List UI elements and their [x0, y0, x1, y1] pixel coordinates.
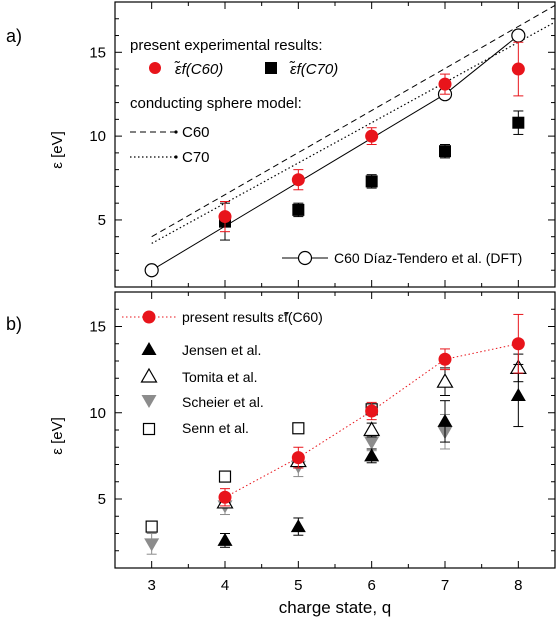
- legend-dft-marker: [297, 250, 313, 266]
- c70-marker: [292, 203, 305, 216]
- panel-b-ytick-label: 10: [89, 405, 106, 422]
- tomita-marker: [363, 421, 381, 437]
- legend-header-experimental: present experimental results:: [130, 37, 323, 54]
- legend-tomita-label: Tomita et al.: [182, 369, 257, 385]
- tomita-points: [216, 353, 527, 509]
- panel-b-ticks: 3 4 5 6 7 8 5 10 15: [89, 291, 556, 594]
- tomita-marker: [436, 372, 454, 388]
- panel-a-ylabel: ε [eV]: [49, 131, 66, 169]
- present-results-marker: [291, 451, 305, 465]
- senn-points: [145, 403, 378, 533]
- legend-header-model: conducting sphere model:: [130, 95, 302, 112]
- panel-b-ylabel: ε [eV]: [49, 417, 66, 455]
- panel-b-xtick-label: 6: [367, 577, 375, 594]
- panel-b-legend: present results ε̃f(C60) Jensen et al. T…: [122, 309, 323, 436]
- scheier-marker: [144, 538, 160, 552]
- panel-b-frame: [114, 291, 556, 569]
- c60-marker: [438, 77, 452, 91]
- legend-c70-label: ε̃f(C70): [289, 61, 339, 78]
- legend-c70-marker: [265, 62, 277, 74]
- model-c60-dashed-line: [151, 4, 555, 238]
- panel-b-xtick-label: 8: [514, 577, 522, 594]
- c70-marker: [512, 116, 525, 129]
- legend-scheier-marker: [141, 395, 157, 408]
- panel-a-ytick-label: 10: [89, 128, 106, 145]
- jensen-marker: [364, 448, 380, 462]
- model-c70-dotted-line: [151, 21, 555, 244]
- panel-b-xtick-label: 4: [221, 577, 229, 594]
- legend-jensen-label: Jensen et al.: [182, 342, 261, 358]
- panel-a-ytick-label: 5: [98, 212, 106, 229]
- c70-marker: [365, 175, 378, 188]
- panel-b-ytick-label: 15: [89, 319, 106, 336]
- senn-marker: [292, 422, 305, 435]
- jensen-marker: [217, 532, 233, 546]
- present-results-marker: [511, 337, 525, 351]
- legend-scheier-label: Scheier et al.: [182, 394, 264, 410]
- c60-marker: [365, 129, 379, 143]
- present-results-marker: [365, 404, 379, 418]
- present-results-marker: [438, 352, 452, 366]
- senn-marker: [145, 520, 158, 533]
- x-axis-label: charge state, q: [279, 598, 391, 617]
- legend-model-c60-label: C60: [182, 124, 210, 141]
- legend-c60-marker: [149, 62, 161, 74]
- legend-dft-label: C60 Díaz-Tendero et al. (DFT): [334, 250, 522, 266]
- legend-present-marker: [142, 310, 156, 324]
- present-results-marker: [218, 490, 232, 504]
- present-results-dotted-line: [224, 343, 519, 498]
- jensen-marker: [510, 388, 526, 401]
- panel-a-label: a): [6, 26, 22, 46]
- legend-model-c70-label: C70: [182, 149, 210, 166]
- dft-c60-marker: [511, 28, 526, 43]
- c60-marker: [511, 62, 525, 76]
- panel-a-ytick-label: 15: [89, 44, 106, 61]
- panel-a-legend: present experimental results: ε̃f(C60) ε…: [130, 37, 522, 266]
- legend-senn-marker: [142, 422, 156, 436]
- c70-marker: [439, 145, 451, 158]
- legend-c60-label: ε̃f(C60): [174, 61, 224, 78]
- panel-b-ytick-label: 5: [98, 491, 106, 508]
- jensen-points: [217, 363, 526, 548]
- senn-marker: [218, 470, 232, 483]
- panel-a-ticks: 5 10 15: [89, 1, 556, 288]
- legend-jensen-marker: [141, 342, 157, 355]
- legend-model-c70-dot: [174, 155, 178, 159]
- panel-b-xtick-label: 5: [294, 577, 302, 594]
- jensen-marker: [437, 413, 453, 427]
- legend-tomita-marker: [140, 367, 158, 383]
- scheier-marker: [364, 436, 380, 450]
- c60-points: [218, 41, 525, 233]
- jensen-marker: [290, 519, 306, 533]
- panel-b-xtick-label: 7: [441, 577, 449, 594]
- legend-model-c60-dot: [174, 130, 178, 134]
- panel-b-xtick-label: 3: [147, 577, 155, 594]
- dft-c60-marker: [144, 263, 159, 278]
- present-results-points: [218, 313, 525, 507]
- c60-marker: [291, 173, 305, 187]
- legend-senn-label: Senn et al.: [182, 420, 249, 436]
- legend-present-label: present results ε̃f(C60): [182, 309, 323, 325]
- panel-b-label: b): [6, 314, 22, 334]
- c60-marker: [218, 210, 232, 224]
